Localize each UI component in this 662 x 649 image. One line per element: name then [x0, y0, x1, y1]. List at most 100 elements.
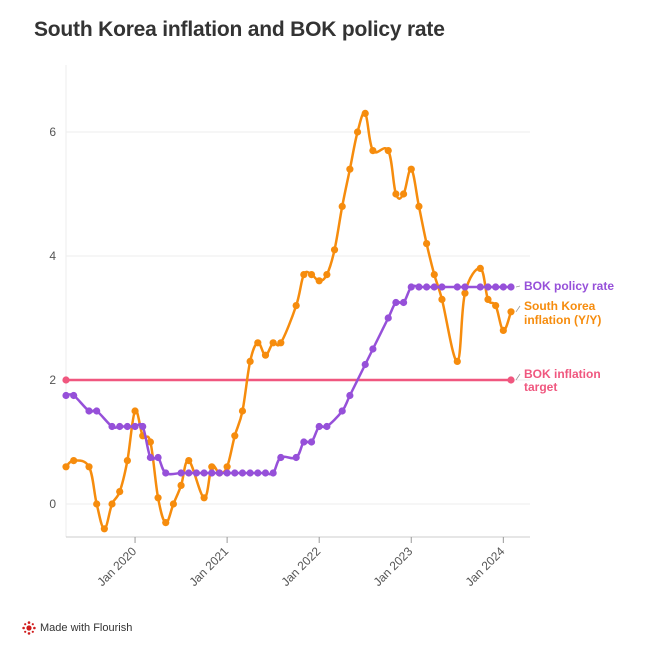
- series: [62, 109, 515, 533]
- data-point: [399, 190, 408, 198]
- data-point: [146, 453, 154, 462]
- data-point: [361, 360, 369, 369]
- data-point: [162, 469, 170, 477]
- series-label-connector: [515, 285, 521, 288]
- data-point: [154, 453, 162, 462]
- x-tick-label: Jan 2021: [186, 544, 231, 589]
- data-point: [85, 407, 93, 415]
- data-point: [369, 147, 377, 155]
- data-point: [208, 469, 216, 477]
- data-point: [223, 463, 231, 471]
- data-point: [307, 438, 316, 446]
- data-point: [116, 422, 124, 431]
- series-label-connector: [515, 305, 521, 313]
- data-point: [384, 314, 392, 322]
- data-point: [330, 246, 339, 254]
- data-point: [438, 283, 446, 291]
- data-point: [323, 271, 331, 279]
- data-point: [484, 295, 492, 303]
- data-point: [62, 391, 70, 400]
- data-point: [315, 277, 323, 285]
- data-point: [223, 469, 231, 477]
- data-point: [338, 202, 346, 210]
- data-point: [338, 407, 346, 415]
- data-point: [476, 264, 484, 272]
- data-point: [85, 463, 93, 471]
- data-point: [261, 351, 270, 359]
- data-point: [346, 165, 354, 173]
- data-point: [507, 376, 515, 384]
- data-point: [238, 469, 247, 477]
- series-label: South Korea: [524, 299, 596, 313]
- series-label: inflation (Y/Y): [524, 313, 601, 327]
- data-point: [415, 283, 423, 291]
- data-point: [100, 525, 108, 533]
- data-point: [353, 128, 362, 136]
- data-point: [453, 283, 461, 291]
- data-point: [346, 391, 354, 400]
- series-line: [64, 111, 513, 531]
- data-point: [392, 298, 400, 307]
- series-bok-policy-rate: [62, 283, 515, 477]
- data-point: [108, 422, 116, 431]
- data-point: [484, 283, 492, 291]
- data-point: [292, 453, 300, 462]
- x-tick-label: Jan 2022: [278, 544, 323, 589]
- data-point: [300, 271, 308, 279]
- data-point: [361, 109, 369, 117]
- data-point: [499, 283, 507, 291]
- data-point: [323, 422, 331, 431]
- data-point: [507, 308, 515, 316]
- flourish-credit[interactable]: Made with Flourish: [22, 621, 132, 635]
- series-bok-inflation-target: [62, 376, 515, 384]
- x-tick-label: Jan 2020: [94, 544, 139, 589]
- data-point: [269, 469, 277, 477]
- data-point: [154, 494, 162, 502]
- data-point: [415, 202, 423, 210]
- data-point: [461, 283, 469, 291]
- data-point: [261, 469, 270, 477]
- data-point: [93, 407, 101, 415]
- data-point: [93, 500, 101, 508]
- data-point: [70, 391, 78, 400]
- chart: 0 2 4 6 Jan 2020 Jan 2021 Jan 2022 Jan 2023 Jan …: [49, 65, 614, 589]
- data-point: [185, 469, 193, 477]
- data-point: [139, 422, 147, 431]
- y-tick-label: 6: [49, 125, 56, 139]
- data-point: [215, 469, 224, 477]
- data-point: [192, 469, 201, 477]
- data-point: [246, 357, 254, 365]
- x-tick-label: Jan 2023: [371, 544, 416, 589]
- series-label: target: [524, 380, 557, 394]
- data-point: [399, 298, 408, 307]
- data-point: [300, 438, 308, 446]
- data-point: [407, 283, 415, 291]
- data-point: [438, 295, 446, 303]
- data-point: [200, 494, 208, 502]
- data-point: [254, 339, 262, 347]
- data-point: [116, 488, 124, 496]
- data-point: [162, 519, 170, 527]
- data-point: [70, 457, 78, 465]
- data-point: [208, 463, 216, 471]
- series-label: BOK policy rate: [524, 279, 614, 293]
- data-point: [392, 190, 400, 198]
- data-point: [315, 422, 323, 431]
- data-point: [254, 469, 262, 477]
- data-point: [423, 240, 431, 248]
- y-tick-label: 0: [49, 497, 56, 511]
- data-point: [499, 326, 507, 334]
- data-point: [453, 357, 461, 365]
- flourish-logo-icon: [22, 621, 36, 635]
- data-point: [62, 376, 70, 384]
- data-point: [307, 271, 316, 279]
- data-point: [277, 453, 285, 462]
- series-label-connector: [515, 373, 521, 381]
- data-point: [407, 165, 415, 173]
- data-point: [369, 345, 377, 353]
- data-point: [492, 283, 500, 291]
- data-point: [123, 422, 131, 431]
- data-point: [430, 271, 438, 279]
- data-point: [461, 289, 469, 297]
